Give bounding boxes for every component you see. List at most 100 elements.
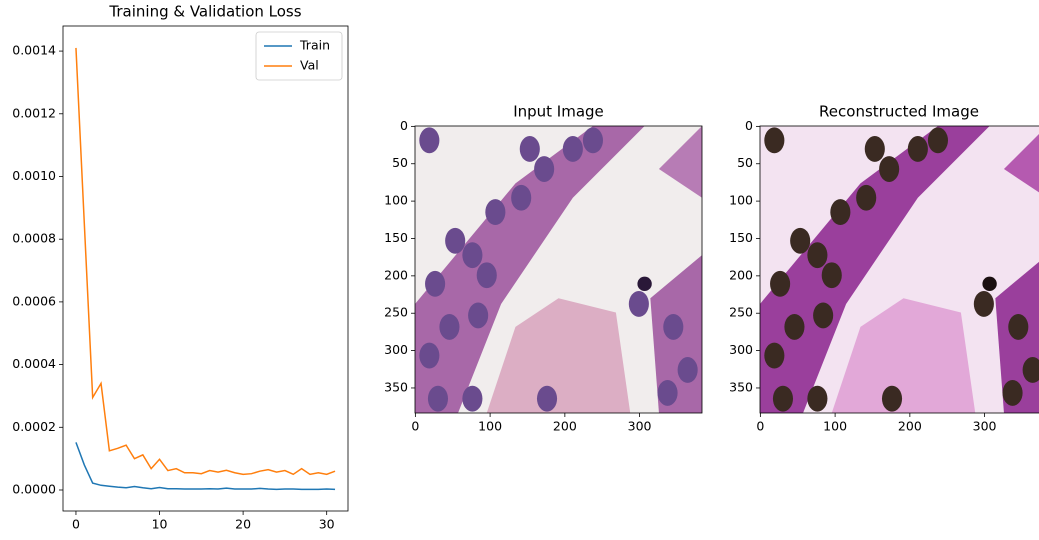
nucleus	[427, 385, 449, 412]
tissue-band	[760, 126, 990, 413]
tissue-topright	[1003, 134, 1039, 193]
nucleus	[856, 184, 877, 211]
y-tick-label: 0	[745, 118, 753, 133]
x-tick-label: 200	[898, 419, 922, 434]
nucleus	[462, 242, 483, 269]
y-tick-label: 150	[729, 230, 753, 245]
nucleus	[807, 385, 828, 412]
y-tick-label: 50	[737, 155, 753, 170]
x-tick-label: 300	[628, 419, 652, 434]
cell-dark	[637, 276, 652, 292]
y-tick-label: 0.0004	[12, 356, 56, 371]
nucleus	[764, 342, 785, 369]
nucleus	[425, 270, 446, 297]
y-tick-label: 0	[400, 118, 408, 133]
y-tick-label: 0.0002	[12, 419, 56, 434]
y-tick-label: 150	[384, 230, 408, 245]
nucleus	[907, 136, 928, 162]
y-tick-label: 300	[729, 342, 753, 357]
x-tick-label: 100	[478, 419, 502, 434]
x-tick-label: 0	[756, 419, 764, 434]
y-tick-label: 200	[384, 267, 408, 282]
x-tick-label: 300	[973, 419, 997, 434]
y-tick-label: 350	[384, 379, 408, 394]
nucleus	[879, 156, 900, 182]
nucleus	[419, 127, 440, 154]
tissue-topright	[658, 126, 702, 198]
axes-frame	[759, 125, 1039, 414]
x-tick-label: 0	[72, 517, 80, 532]
nucleus	[1022, 357, 1039, 383]
y-tick-label: 300	[384, 342, 408, 357]
nucleus	[536, 385, 558, 412]
nucleus	[419, 342, 440, 369]
tissue-lower	[486, 298, 631, 413]
nucleus	[468, 302, 489, 329]
nucleus	[519, 136, 540, 162]
nucleus	[485, 199, 506, 226]
nucleus	[772, 385, 794, 412]
nucleus	[562, 136, 583, 162]
nucleus	[663, 313, 684, 340]
x-tick-label: 20	[235, 517, 251, 532]
nucleus	[790, 227, 811, 254]
y-tick-label: 0.0010	[12, 168, 56, 183]
y-tick-label: 0.0006	[12, 293, 56, 308]
nucleus	[881, 385, 903, 412]
x-tick-label: 200	[553, 419, 577, 434]
nucleus	[807, 242, 828, 269]
chart-title: Reconstructed Image	[819, 103, 979, 121]
nucleus	[476, 262, 497, 289]
legend-label: Val	[300, 58, 319, 73]
y-tick-label: 0.0000	[12, 481, 56, 496]
legend-label: Train	[299, 38, 330, 53]
y-tick-label: 50	[392, 155, 408, 170]
line	[75, 47, 336, 476]
y-tick-label: 250	[729, 305, 753, 320]
y-tick-label: 100	[729, 193, 753, 208]
nucleus	[813, 302, 834, 329]
y-tick-label: 0.0008	[12, 231, 56, 246]
line	[75, 442, 336, 491]
nucleus	[445, 227, 466, 254]
chart-title: Training & Validation Loss	[108, 3, 301, 21]
y-tick-label: 0.0014	[12, 43, 56, 58]
nucleus	[784, 313, 805, 340]
tissue-band	[415, 126, 645, 413]
image	[415, 126, 702, 413]
image	[760, 126, 1039, 413]
nucleus	[439, 313, 460, 340]
nucleus	[973, 291, 994, 317]
nucleus	[628, 291, 649, 317]
x-tick-label: 10	[152, 517, 168, 532]
y-tick-label: 200	[729, 267, 753, 282]
axes-frame	[414, 125, 703, 414]
y-tick-label: 350	[729, 379, 753, 394]
nucleus	[764, 127, 785, 154]
nucleus	[677, 357, 698, 383]
x-tick-label: 0	[411, 419, 419, 434]
legend-box	[255, 31, 343, 81]
nucleus	[927, 127, 948, 154]
chart-title: Input Image	[513, 103, 604, 121]
nucleus	[462, 385, 483, 412]
y-tick-label: 100	[384, 193, 408, 208]
nucleus	[534, 156, 555, 182]
nucleus	[1008, 313, 1029, 340]
nucleus	[657, 379, 678, 406]
nucleus	[1002, 379, 1023, 406]
x-tick-label: 30	[319, 517, 335, 532]
nucleus	[582, 127, 603, 154]
nucleus	[864, 136, 885, 162]
nucleus	[830, 199, 851, 226]
nucleus	[821, 262, 842, 289]
nucleus	[511, 184, 532, 211]
axes-frame	[62, 25, 349, 512]
y-tick-label: 250	[384, 305, 408, 320]
x-tick-label: 100	[823, 419, 847, 434]
y-tick-label: 0.0012	[12, 105, 56, 120]
nucleus	[770, 270, 791, 297]
cell-dark	[982, 276, 997, 292]
